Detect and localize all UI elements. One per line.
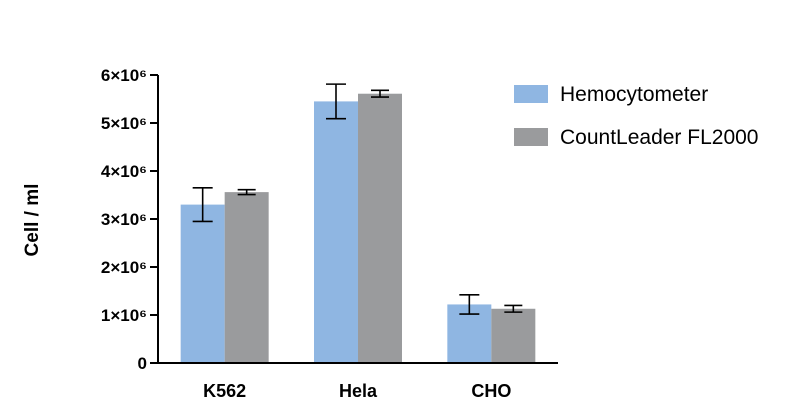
y-tick-label: 0 [138, 354, 147, 373]
legend-swatch-countleader [514, 128, 548, 146]
bar-k562-countleader [224, 192, 269, 363]
y-tick-label: 1×10⁶ [101, 306, 147, 325]
bar-k562-hemocytometer [180, 204, 225, 363]
bar-hela-hemocytometer [314, 101, 358, 364]
y-axis-title: Cell / ml [22, 184, 43, 257]
y-tick-label: 5×10⁶ [101, 114, 147, 133]
legend-label-countleader: CountLeader FL2000 [560, 126, 759, 149]
x-tick-label-cho: CHO [471, 381, 511, 401]
bars-layer [180, 83, 536, 364]
x-tick-label-k562: K562 [203, 381, 246, 401]
bar-hela-countleader [358, 93, 402, 363]
y-tick-label: 2×10⁶ [101, 258, 147, 277]
legend-label-hemocytometer: Hemocytometer [560, 83, 708, 106]
y-tick-label: 3×10⁶ [101, 210, 147, 229]
y-tick-label: 4×10⁶ [101, 162, 147, 181]
y-tick-label: 6×10⁶ [101, 66, 147, 85]
axes: K562 Hela CHO 0 1×10⁶ 2×10⁶ 3×10⁶ 4×10⁶ 5×10⁶ 6×1… [101, 66, 558, 401]
legend: Hemocytometer CountLeader FL2000 [514, 83, 759, 149]
legend-swatch-hemocytometer [514, 85, 548, 103]
bar-cho-countleader [491, 308, 536, 363]
x-tick-label-hela: Hela [339, 381, 378, 401]
